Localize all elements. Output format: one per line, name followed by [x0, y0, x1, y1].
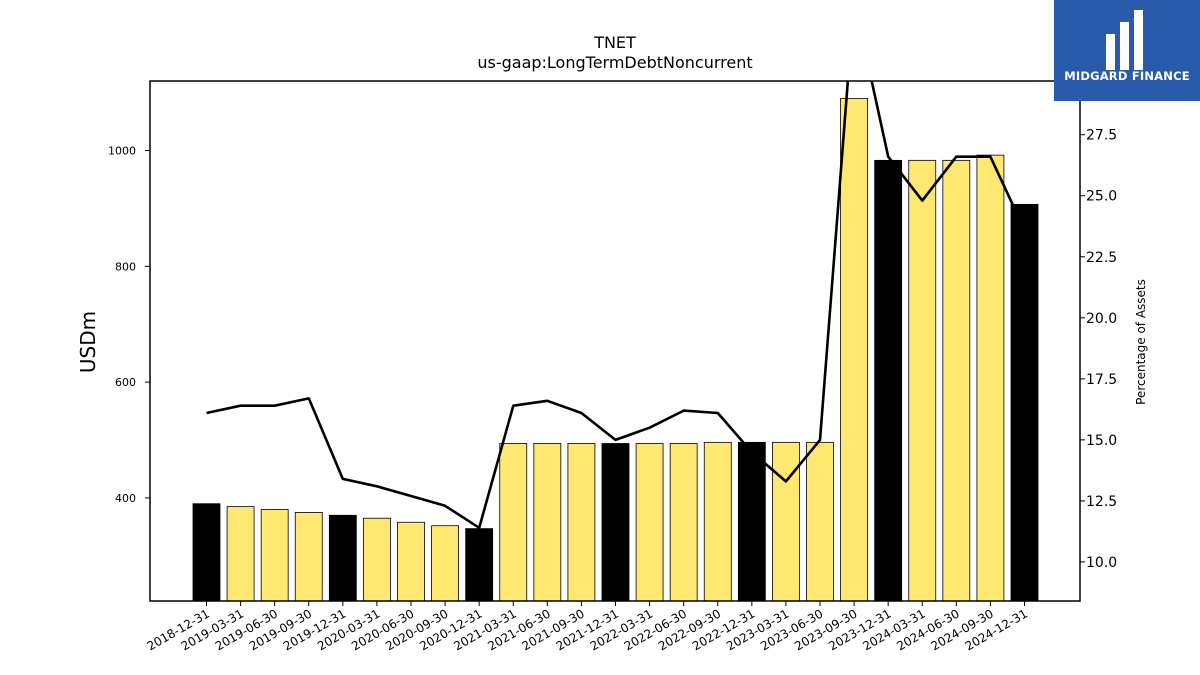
y2-tick-label: 15.0 [1086, 433, 1117, 449]
bar [737, 441, 766, 602]
bar [1010, 203, 1039, 602]
bar [874, 159, 903, 602]
bar [192, 503, 221, 602]
bar [635, 443, 664, 602]
bar [260, 509, 289, 602]
y-tick-label: 1000 [108, 144, 136, 157]
y2-tick-label: 12.5 [1086, 494, 1117, 510]
y-tick-label: 400 [115, 492, 136, 505]
percentage-line [206, 81, 1026, 530]
bar [533, 443, 562, 602]
y2-tick-label: 27.5 [1086, 128, 1117, 144]
bar [772, 441, 800, 602]
bar [499, 443, 528, 602]
brand-logo: MIDGARD FINANCE [1054, 0, 1200, 101]
bar [806, 441, 834, 602]
bar [397, 521, 425, 602]
bar [465, 528, 494, 602]
bar [942, 159, 971, 602]
y-axis-label: USDm [76, 311, 100, 373]
bar [431, 525, 459, 602]
bar [363, 517, 391, 602]
y-tick-label: 800 [115, 260, 136, 273]
bar [294, 512, 323, 602]
bar [703, 441, 732, 602]
bar [567, 443, 596, 602]
bar [601, 443, 630, 602]
y2-tick-label: 22.5 [1086, 250, 1117, 266]
bar [840, 97, 868, 602]
y2-tick-label: 25.0 [1086, 189, 1117, 205]
chart-title: TNET [593, 33, 636, 52]
logo-mark-icon [1106, 10, 1143, 70]
chart-subtitle: us-gaap:LongTermDebtNoncurrent [477, 53, 752, 72]
bar [328, 514, 357, 602]
y2-tick-label: 17.5 [1086, 372, 1117, 388]
logo-text: MIDGARD FINANCE [1064, 69, 1190, 83]
y2-tick-label: 20.0 [1086, 311, 1117, 327]
bar [908, 159, 937, 602]
bar [976, 154, 1005, 602]
bar [226, 506, 255, 602]
y2-tick-label: 10.0 [1086, 555, 1117, 571]
bar [669, 443, 698, 602]
y-tick-label: 600 [115, 376, 136, 389]
y2-axis-label: Percentage of Assets [1134, 279, 1148, 405]
